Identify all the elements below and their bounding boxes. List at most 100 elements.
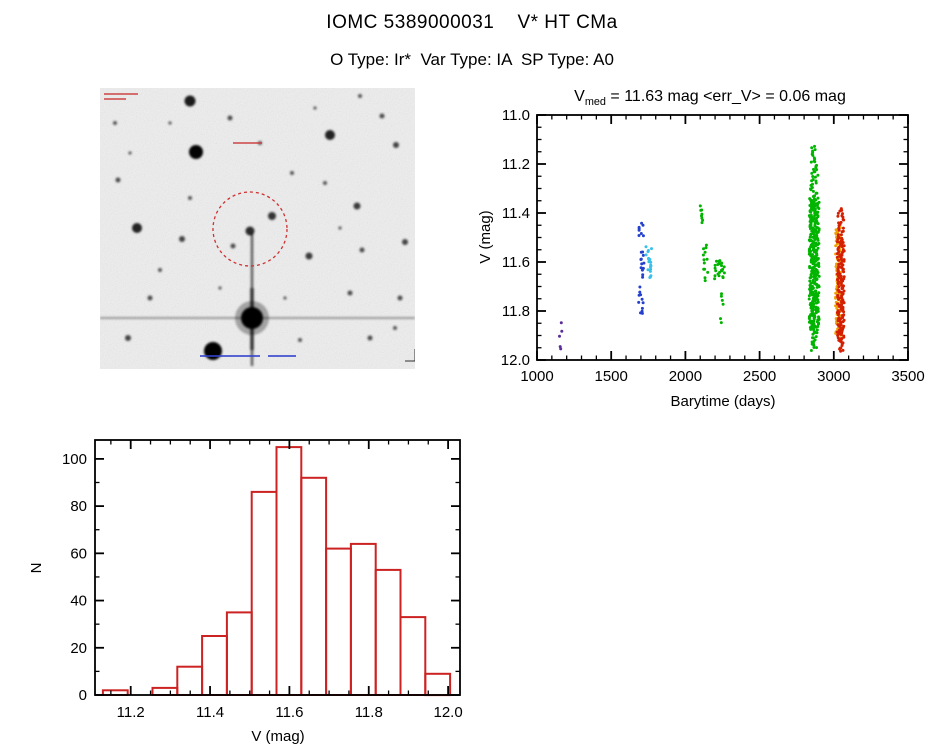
y-tick-label: 11.6 [502, 254, 530, 271]
data-point [810, 293, 814, 297]
data-point [809, 273, 813, 277]
data-point [808, 235, 812, 239]
data-point [812, 346, 816, 349]
data-point [835, 240, 839, 244]
data-point [701, 253, 705, 257]
data-point [837, 290, 841, 294]
data-point [814, 308, 818, 312]
data-point [639, 258, 643, 261]
data-point [836, 214, 840, 218]
star [313, 106, 317, 110]
data-point [558, 334, 561, 338]
star [283, 296, 287, 300]
data-point [702, 247, 705, 251]
lightcurve-xaxis-label: Barytime (days) [670, 393, 775, 410]
data-point [641, 223, 645, 227]
data-point [640, 311, 644, 315]
star [189, 145, 203, 159]
data-point [814, 311, 818, 315]
data-point [559, 347, 563, 351]
data-point [814, 198, 818, 202]
data-point [719, 321, 723, 325]
data-point [639, 250, 643, 254]
y-tick-label: 11.4 [502, 205, 530, 222]
data-point [713, 274, 717, 278]
data-point [809, 160, 813, 164]
lightcurve-title-sub: med [584, 96, 606, 109]
data-point [714, 269, 718, 273]
data-point [809, 349, 813, 352]
data-point [842, 310, 846, 314]
lightcurve-title-v: V [574, 88, 585, 105]
histogram-yaxis-label: N [28, 563, 45, 574]
data-point [717, 274, 721, 278]
data-point [704, 243, 708, 247]
data-point [558, 345, 562, 349]
x-tick-label: 2500 [743, 368, 776, 385]
data-point [809, 227, 812, 231]
data-point [842, 218, 846, 222]
star [338, 226, 342, 230]
data-point [638, 285, 642, 289]
data-point [704, 246, 708, 250]
data-point [721, 302, 725, 306]
data-point [840, 245, 844, 249]
data-point [701, 218, 705, 222]
data-point [814, 278, 818, 282]
data-point [836, 313, 840, 317]
data-point [649, 267, 653, 271]
data-point [705, 257, 709, 261]
data-point [834, 304, 838, 308]
data-point [641, 273, 645, 277]
histogram-bar [374, 568, 402, 696]
data-point [637, 228, 641, 232]
data-point [813, 214, 817, 218]
data-point [834, 244, 838, 248]
x-tick-label: 1000 [520, 368, 553, 385]
data-point [811, 336, 814, 340]
data-point [648, 269, 652, 273]
finding-chart-annotations [104, 93, 416, 362]
x-tick-label: 3000 [817, 368, 850, 385]
data-point [840, 344, 844, 347]
star [132, 223, 142, 233]
data-point [835, 306, 839, 310]
data-point [808, 239, 812, 243]
histogram-bar [201, 635, 228, 696]
data-point [640, 268, 644, 272]
x-tick-label: 3500 [891, 368, 924, 385]
data-point [640, 262, 644, 266]
data-point [717, 259, 721, 263]
page-title: IOMC 5389000031 V* HT CMa [326, 12, 618, 33]
data-point [646, 268, 650, 272]
data-point [807, 294, 811, 298]
data-point [713, 266, 717, 270]
data-point [807, 297, 811, 301]
data-point [814, 290, 818, 294]
data-point [815, 231, 819, 235]
data-point [560, 329, 564, 333]
data-point [839, 274, 843, 278]
data-point [816, 298, 820, 302]
data-point [646, 250, 650, 254]
data-point [641, 234, 645, 238]
star [179, 236, 185, 242]
data-point [836, 319, 840, 323]
data-point [720, 269, 724, 273]
star [128, 151, 132, 155]
data-point [839, 233, 843, 237]
data-point [637, 293, 641, 297]
data-point [703, 250, 707, 254]
data-point [815, 191, 819, 195]
y-tick-label: 0 [79, 687, 87, 704]
data-point [838, 209, 842, 213]
y-tick-label: 12.0 [501, 352, 530, 369]
star [379, 113, 385, 119]
data-point [641, 275, 645, 279]
star [184, 95, 196, 107]
star [397, 295, 403, 301]
data-point [815, 168, 819, 172]
data-point [837, 262, 841, 266]
data-point [720, 264, 723, 268]
